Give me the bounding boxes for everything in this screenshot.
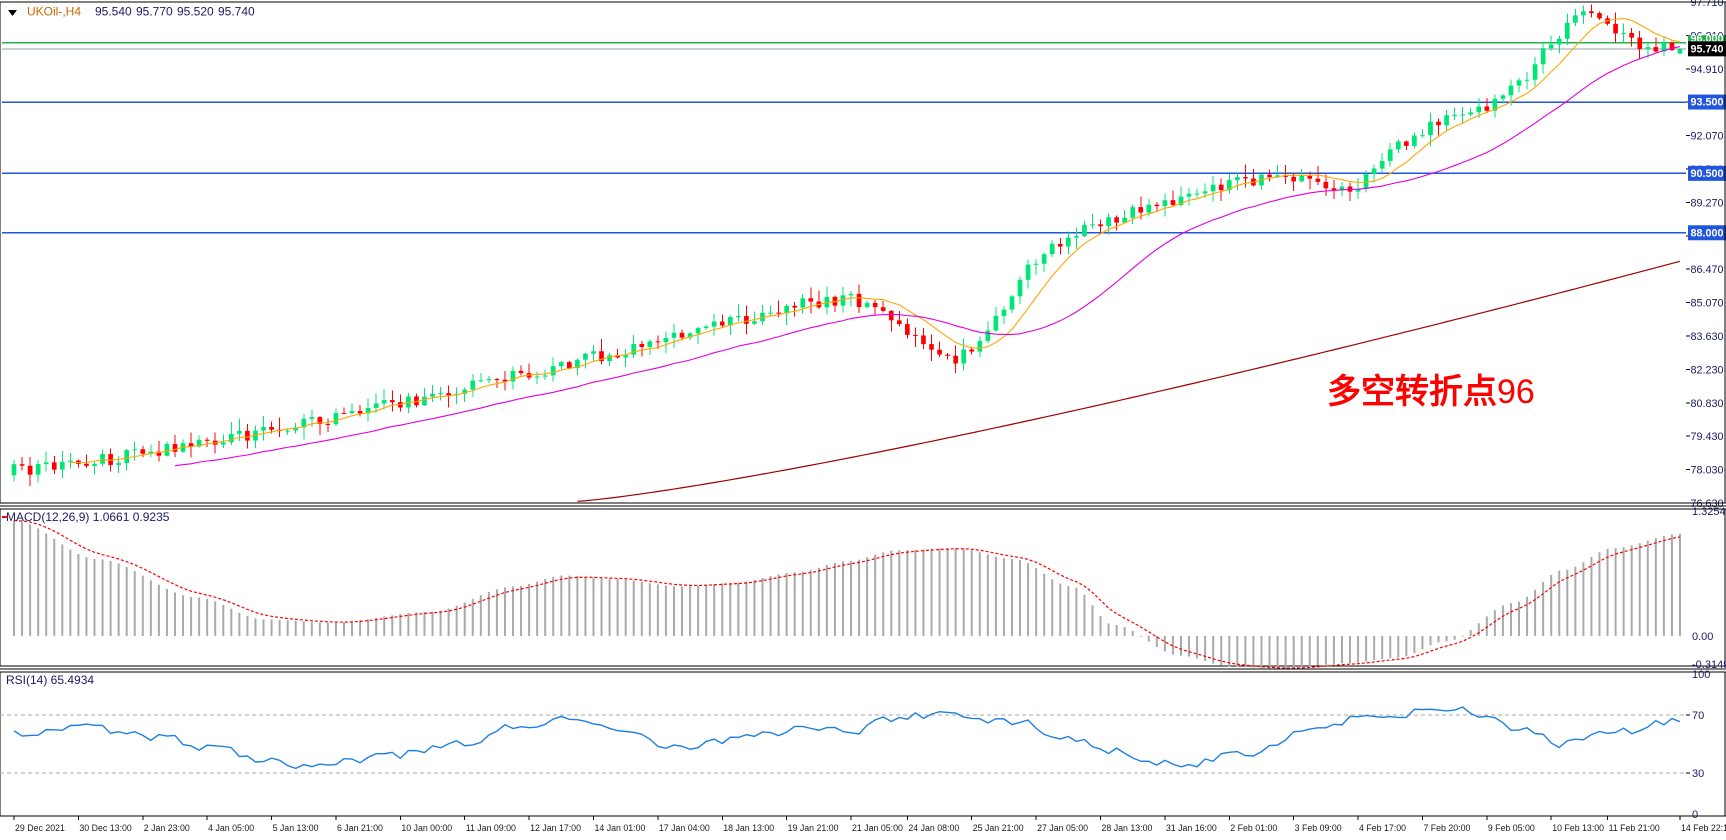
svg-text:86.470: 86.470: [1690, 264, 1723, 276]
svg-text:95.770: 95.770: [136, 5, 173, 19]
svg-text:92.070: 92.070: [1690, 131, 1723, 143]
svg-text:21 Jan 05:00: 21 Jan 05:00: [852, 823, 903, 833]
svg-text:82.230: 82.230: [1690, 364, 1723, 376]
svg-text:0: 0: [1692, 809, 1698, 821]
svg-text:30: 30: [1692, 768, 1704, 780]
svg-text:70: 70: [1692, 710, 1704, 722]
svg-text:83.630: 83.630: [1690, 331, 1723, 343]
svg-text:95.740: 95.740: [1690, 43, 1723, 55]
svg-text:85.070: 85.070: [1690, 298, 1723, 310]
svg-text:31 Jan 16:00: 31 Jan 16:00: [1166, 823, 1217, 833]
svg-text:18 Jan 13:00: 18 Jan 13:00: [723, 823, 774, 833]
svg-text:100: 100: [1692, 669, 1710, 681]
svg-text:9 Feb 05:00: 9 Feb 05:00: [1488, 823, 1535, 833]
svg-text:4 Feb 17:00: 4 Feb 17:00: [1359, 823, 1406, 833]
svg-text:11 Jan 09:00: 11 Jan 09:00: [466, 823, 516, 833]
svg-text:RSI(14) 65.4934: RSI(14) 65.4934: [6, 673, 94, 687]
svg-text:27 Jan 05:00: 27 Jan 05:00: [1037, 823, 1088, 833]
svg-text:24 Jan 08:00: 24 Jan 08:00: [908, 823, 959, 833]
svg-text:30 Dec 13:00: 30 Dec 13:00: [79, 823, 131, 833]
svg-text:2 Feb 01:00: 2 Feb 01:00: [1230, 823, 1277, 833]
svg-text:90.500: 90.500: [1690, 168, 1723, 180]
svg-text:6 Jan 21:00: 6 Jan 21:00: [337, 823, 383, 833]
svg-text:5 Jan 13:00: 5 Jan 13:00: [273, 823, 319, 833]
svg-text:12 Jan 17:00: 12 Jan 17:00: [530, 823, 581, 833]
svg-text:19 Jan 21:00: 19 Jan 21:00: [788, 823, 839, 833]
svg-text:29 Dec 2021: 29 Dec 2021: [15, 823, 65, 833]
svg-text:78.030: 78.030: [1690, 465, 1723, 477]
svg-text:95.520: 95.520: [177, 5, 214, 19]
svg-text:11 Feb 21:00: 11 Feb 21:00: [1609, 823, 1660, 833]
svg-text:94.910: 94.910: [1690, 64, 1723, 76]
svg-text:93.500: 93.500: [1690, 97, 1723, 109]
svg-text:UKOil-,H4: UKOil-,H4: [27, 5, 81, 19]
svg-text:79.430: 79.430: [1690, 431, 1723, 443]
svg-text:28 Jan 13:00: 28 Jan 13:00: [1102, 823, 1153, 833]
svg-text:89.270: 89.270: [1690, 197, 1723, 209]
svg-text:95.740: 95.740: [218, 5, 255, 19]
svg-text:80.830: 80.830: [1690, 398, 1723, 410]
svg-text:88.000: 88.000: [1690, 227, 1723, 239]
svg-text:2 Jan 23:00: 2 Jan 23:00: [144, 823, 190, 833]
svg-text:10 Feb 13:00: 10 Feb 13:00: [1552, 823, 1604, 833]
svg-text:MACD(12,26,9) 1.0661 0.9235: MACD(12,26,9) 1.0661 0.9235: [6, 510, 170, 524]
svg-text:10 Jan 00:00: 10 Jan 00:00: [401, 823, 452, 833]
svg-text:95.540: 95.540: [95, 5, 132, 19]
svg-text:97.710: 97.710: [1690, 0, 1723, 9]
svg-text:25 Jan 21:00: 25 Jan 21:00: [973, 823, 1024, 833]
svg-text:14 Feb 22:15: 14 Feb 22:15: [1681, 823, 1726, 833]
svg-text:0.00: 0.00: [1692, 631, 1713, 643]
svg-text:14 Jan 01:00: 14 Jan 01:00: [594, 823, 645, 833]
svg-text:3 Feb 09:00: 3 Feb 09:00: [1295, 823, 1342, 833]
svg-text:7 Feb 20:00: 7 Feb 20:00: [1423, 823, 1470, 833]
svg-text:1.3254: 1.3254: [1692, 506, 1726, 518]
svg-text:17 Jan 04:00: 17 Jan 04:00: [659, 823, 710, 833]
svg-text:4 Jan 05:00: 4 Jan 05:00: [208, 823, 254, 833]
svg-text:多空转折点96: 多空转折点96: [1327, 373, 1535, 411]
